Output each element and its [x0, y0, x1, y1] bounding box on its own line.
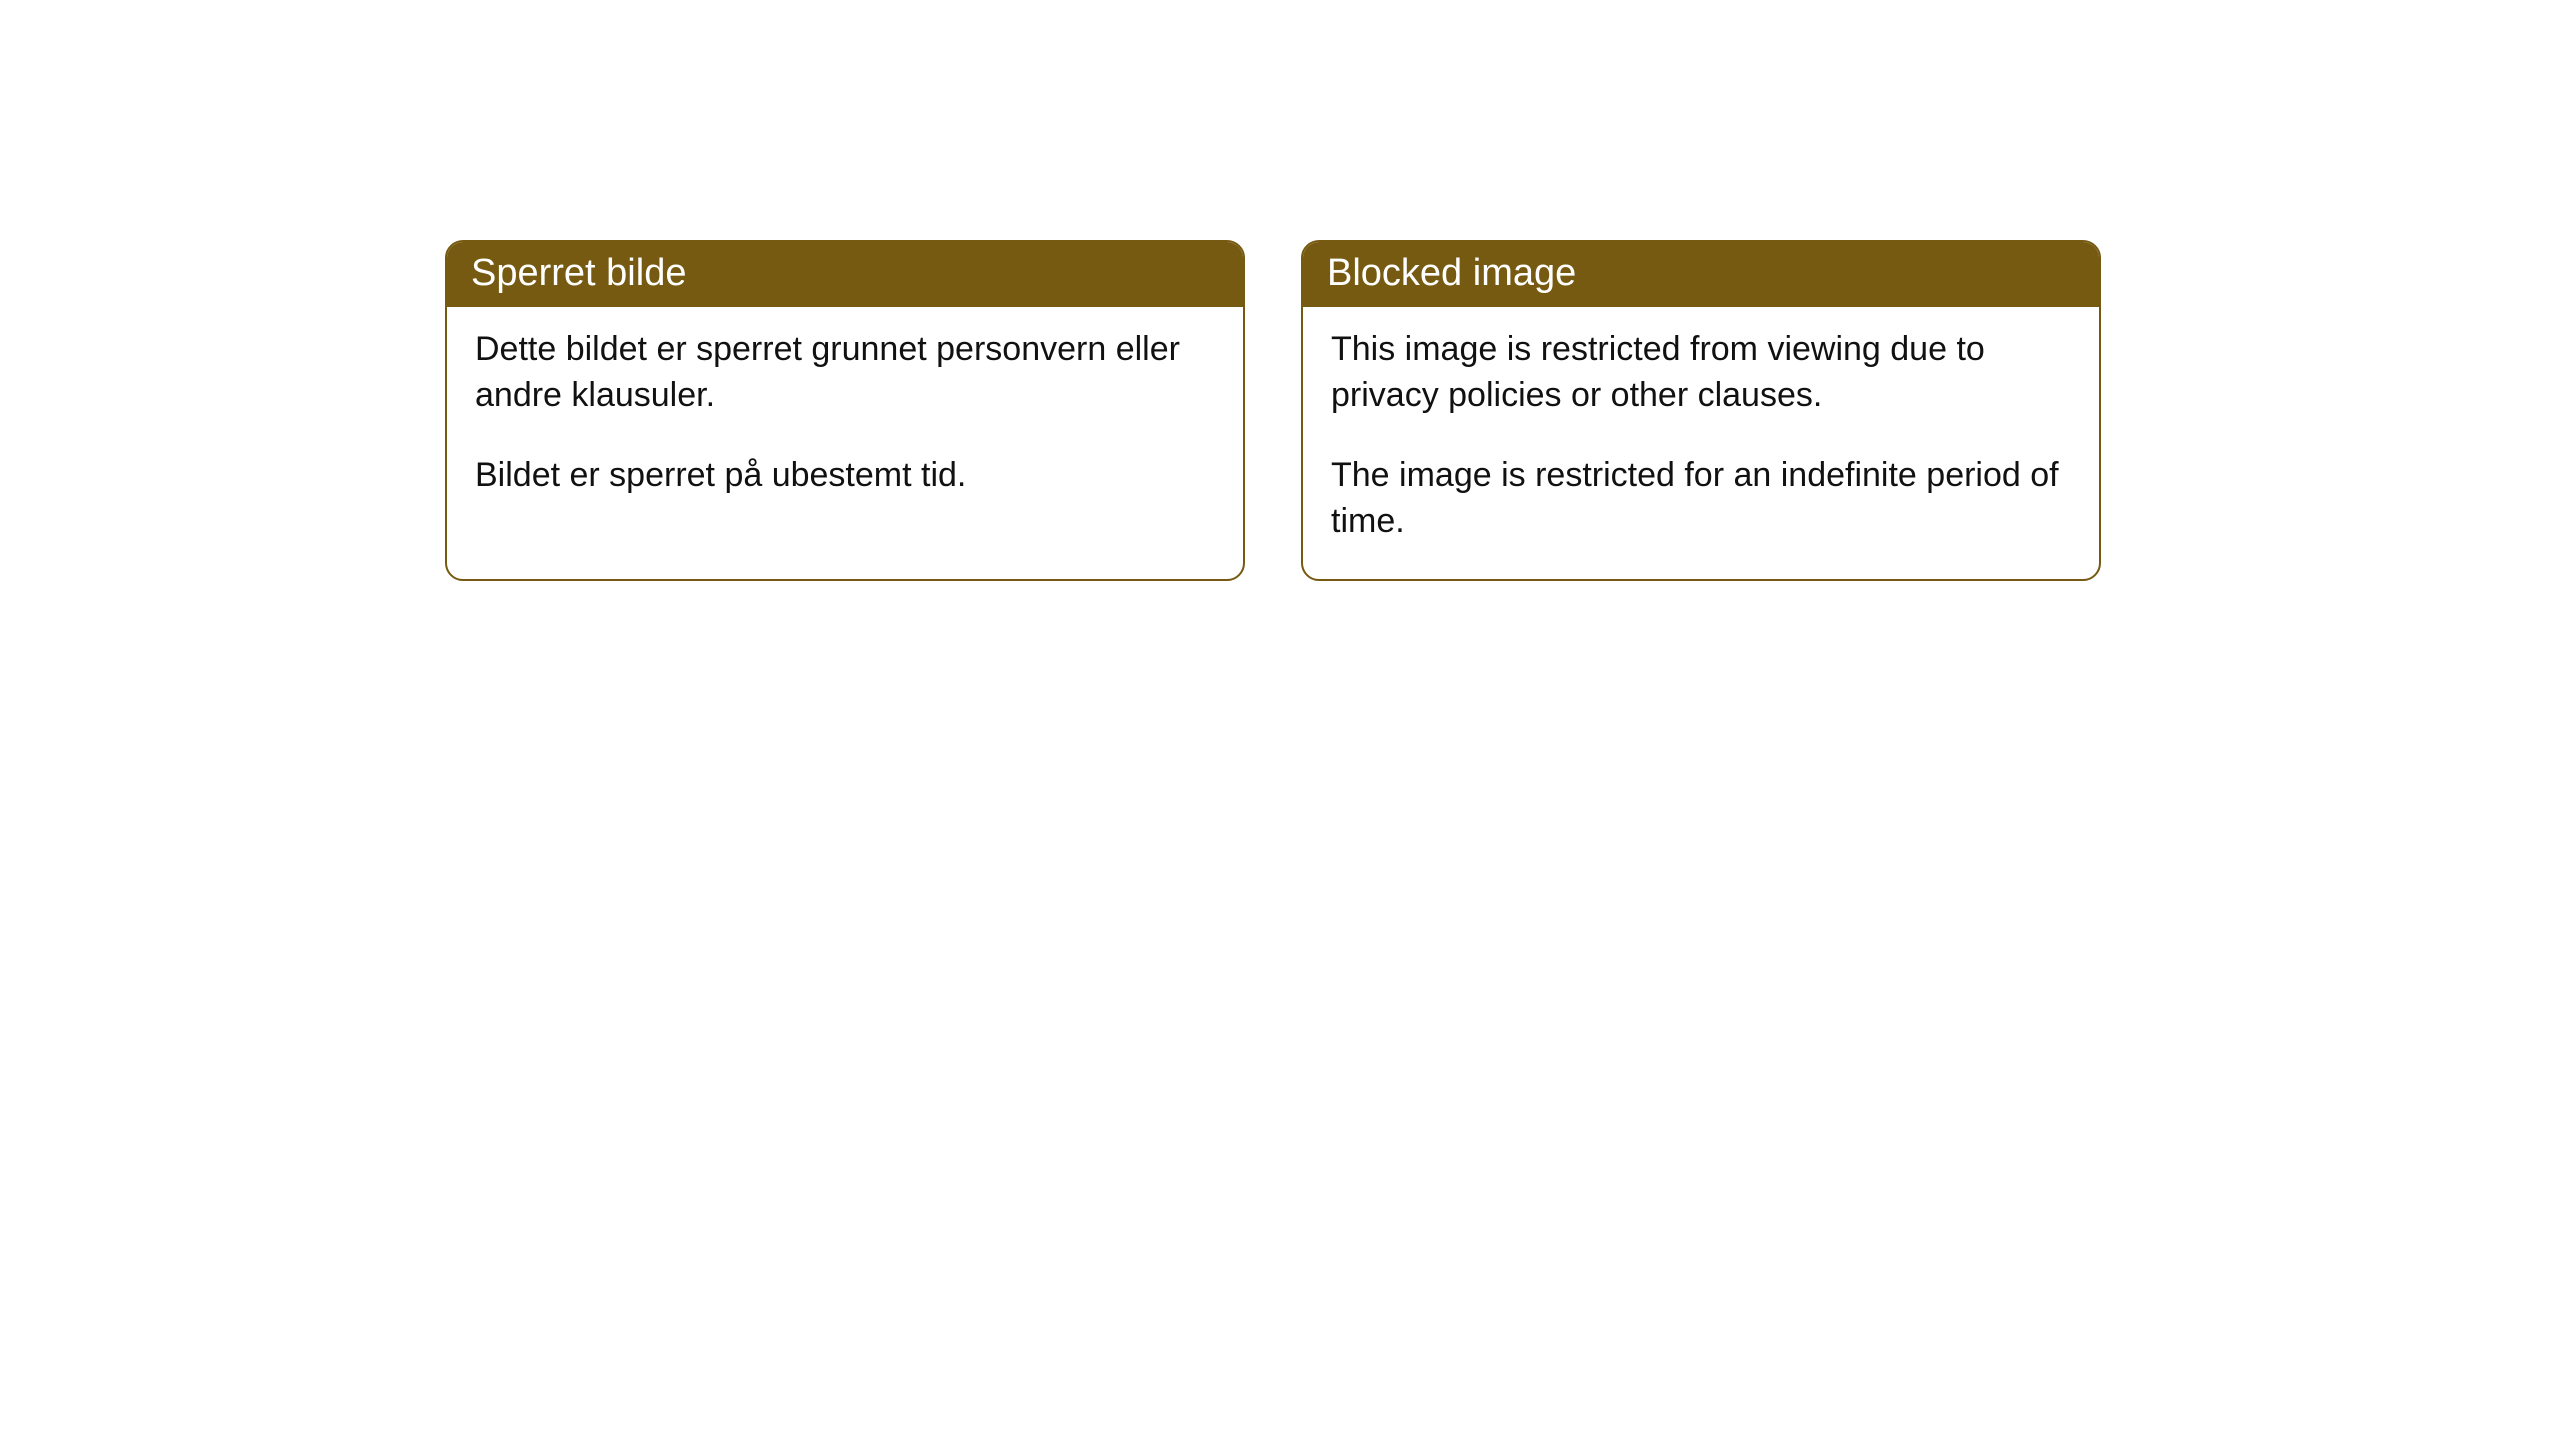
card-paragraph: This image is restricted from viewing du… — [1331, 327, 2071, 419]
blocked-image-card-no: Sperret bilde Dette bildet er sperret gr… — [445, 240, 1245, 581]
card-title: Blocked image — [1303, 242, 2099, 307]
blocked-image-card-en: Blocked image This image is restricted f… — [1301, 240, 2101, 581]
card-paragraph: The image is restricted for an indefinit… — [1331, 453, 2071, 545]
card-body: This image is restricted from viewing du… — [1303, 307, 2099, 579]
cards-container: Sperret bilde Dette bildet er sperret gr… — [0, 0, 2560, 581]
card-body: Dette bildet er sperret grunnet personve… — [447, 307, 1243, 533]
card-title: Sperret bilde — [447, 242, 1243, 307]
card-paragraph: Dette bildet er sperret grunnet personve… — [475, 327, 1215, 419]
card-paragraph: Bildet er sperret på ubestemt tid. — [475, 453, 1215, 499]
